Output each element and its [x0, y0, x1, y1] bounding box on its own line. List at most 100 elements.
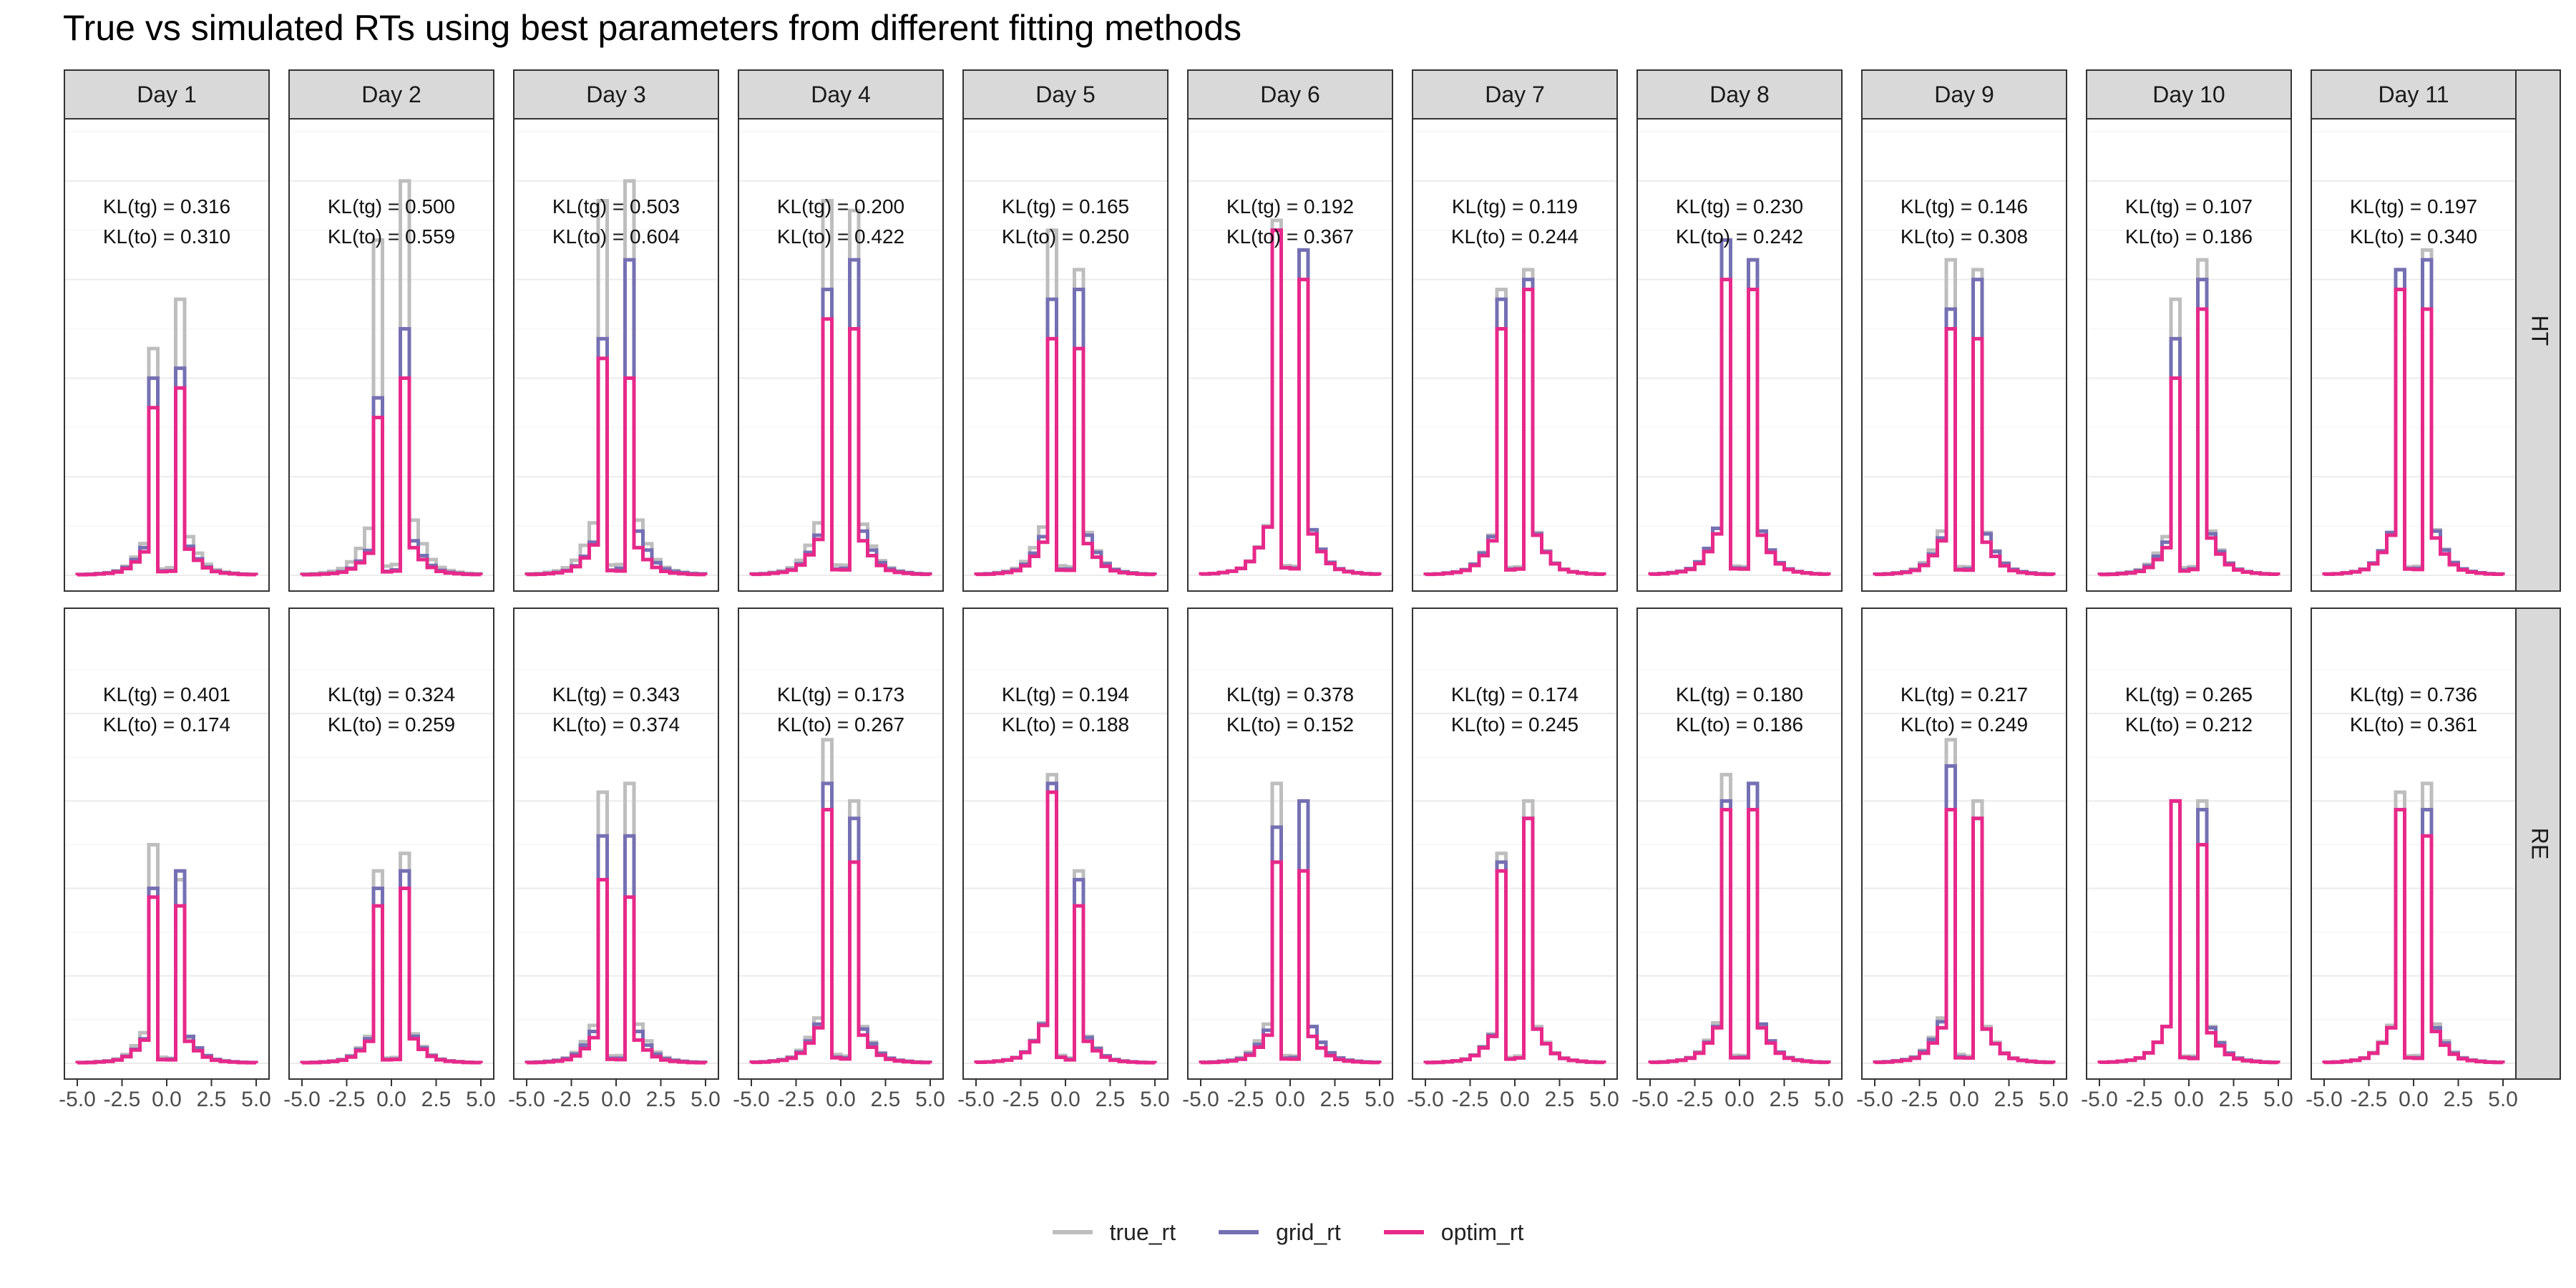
series-optim_rt-day-9-ht — [1873, 327, 2056, 577]
x-tick-label: -5.0 — [283, 1088, 321, 1111]
x-tick-label: 2.5 — [2444, 1088, 2474, 1111]
x-tick-label: -5.0 — [1182, 1088, 1219, 1111]
column-strip-day-1 — [64, 69, 270, 119]
column-strip-day-4 — [738, 69, 944, 119]
kl-tg-label: KL(tg) = 0.378 — [1226, 683, 1354, 706]
panel-border — [64, 118, 270, 592]
legend-item-true_rt: true_rt — [1052, 1219, 1176, 1246]
panel-background — [738, 608, 943, 1079]
x-tick-label: -2.5 — [1227, 1088, 1264, 1111]
kl-tg-label: KL(tg) = 0.192 — [1226, 195, 1354, 218]
panel-background — [1637, 608, 1842, 1079]
x-tick-label: -2.5 — [2351, 1088, 2388, 1111]
panel-background — [2087, 608, 2291, 1079]
series-optim_rt-day-3-ht — [525, 356, 708, 577]
x-tick-label: 5.0 — [2263, 1088, 2293, 1111]
kl-to-label: KL(to) = 0.422 — [777, 225, 904, 248]
panel-background — [2311, 119, 2516, 591]
legend: true_rt grid_rt optim_rt — [0, 1211, 2576, 1254]
x-tick-label: -2.5 — [1901, 1088, 1938, 1111]
kl-tg-label: KL(tg) = 0.343 — [552, 683, 680, 706]
kl-tg-label: KL(tg) = 0.173 — [777, 683, 904, 706]
kl-to-label: KL(to) = 0.374 — [552, 713, 680, 736]
legend-label: optim_rt — [1440, 1219, 1524, 1245]
series-optim_rt-day-4-ht — [749, 317, 932, 577]
column-strip-label: Day 2 — [361, 82, 421, 107]
row-strip-label: RE — [2527, 828, 2553, 859]
series-optim_rt-day-5-ht — [974, 336, 1157, 577]
panel-border — [513, 118, 719, 592]
x-tick-label: -2.5 — [328, 1088, 366, 1111]
kl-tg-label: KL(tg) = 0.146 — [1901, 195, 2028, 218]
panel-border — [288, 118, 494, 592]
series-optim_rt-day-1-ht — [75, 386, 258, 577]
series-optim_rt-day-7-re — [1423, 816, 1606, 1065]
kl-tg-label: KL(tg) = 0.265 — [2125, 683, 2253, 706]
x-tick-label: 2.5 — [1096, 1088, 1126, 1111]
x-tick-label: -5.0 — [508, 1088, 545, 1111]
x-tick-label: 2.5 — [1994, 1088, 2024, 1111]
legend-label: grid_rt — [1276, 1219, 1341, 1245]
x-tick-label: 0.0 — [376, 1088, 406, 1111]
panel-background — [1188, 119, 1392, 591]
x-tick-label: 5.0 — [2488, 1088, 2518, 1111]
column-strip-day-5 — [962, 69, 1169, 119]
kl-to-label: KL(to) = 0.367 — [1226, 225, 1354, 248]
panel-background — [1862, 119, 2067, 591]
x-tick-label: 5.0 — [241, 1088, 271, 1111]
x-tick-label: -2.5 — [1677, 1088, 1714, 1111]
x-tick-label: -2.5 — [1452, 1088, 1489, 1111]
panel-background — [1413, 119, 1617, 591]
panel-background — [1637, 119, 1842, 591]
x-tick-label: 0.0 — [601, 1088, 631, 1111]
column-strip-label: Day 10 — [2152, 82, 2225, 107]
panel-background — [1188, 608, 1392, 1079]
legend-item-optim_rt: optim_rt — [1383, 1219, 1524, 1246]
series-optim_rt-day-7-ht — [1423, 287, 1606, 577]
x-tick-label: -5.0 — [1856, 1088, 1893, 1111]
column-strip-label: Day 4 — [811, 82, 871, 107]
series-optim_rt-day-11-re — [2322, 808, 2505, 1065]
x-tick-label: 0.0 — [1050, 1088, 1080, 1111]
series-optim_rt-day-5-re — [974, 790, 1157, 1065]
x-tick-label: -5.0 — [1407, 1088, 1444, 1111]
kl-to-label: KL(to) = 0.340 — [2350, 225, 2477, 248]
x-tick-label: -2.5 — [778, 1088, 815, 1111]
x-tick-label: -2.5 — [2126, 1088, 2163, 1111]
panel-background — [64, 608, 269, 1079]
panel-border — [738, 118, 944, 592]
series-optim_rt-day-3-re — [525, 877, 708, 1065]
series-optim_rt-day-8-re — [1648, 808, 1831, 1065]
kl-tg-label: KL(tg) = 0.324 — [328, 683, 455, 706]
panel-border — [2086, 118, 2292, 592]
row-strip-label: HT — [2527, 316, 2553, 346]
kl-to-label: KL(to) = 0.308 — [1901, 225, 2028, 248]
legend-label: true_rt — [1109, 1219, 1176, 1245]
x-tick-label: 5.0 — [1814, 1088, 1844, 1111]
kl-to-label: KL(to) = 0.250 — [1002, 225, 1129, 248]
x-tick-label: 0.0 — [1500, 1088, 1530, 1111]
kl-tg-label: KL(tg) = 0.119 — [1452, 195, 1578, 218]
kl-tg-label: KL(tg) = 0.174 — [1451, 683, 1579, 706]
kl-tg-label: KL(tg) = 0.200 — [777, 195, 904, 218]
kl-to-label: KL(to) = 0.188 — [1002, 713, 1129, 736]
kl-tg-label: KL(tg) = 0.500 — [328, 195, 455, 218]
x-tick-label: 0.0 — [2174, 1088, 2204, 1111]
kl-to-label: KL(to) = 0.186 — [2125, 225, 2253, 248]
kl-to-label: KL(to) = 0.212 — [2125, 713, 2253, 736]
column-strip-label: Day 3 — [586, 82, 646, 107]
panel-border — [1636, 118, 1843, 592]
x-tick-label: 0.0 — [1275, 1088, 1305, 1111]
kl-to-label: KL(to) = 0.174 — [103, 713, 230, 736]
x-tick-label: 5.0 — [691, 1088, 721, 1111]
x-tick-label: 2.5 — [871, 1088, 901, 1111]
kl-tg-label: KL(tg) = 0.230 — [1676, 195, 1803, 218]
x-tick-label: -2.5 — [1002, 1088, 1040, 1111]
chart-title: True vs simulated RTs using best paramet… — [63, 8, 1242, 48]
x-tick-label: 0.0 — [2399, 1088, 2429, 1111]
x-tick-label: 0.0 — [1724, 1088, 1755, 1111]
kl-to-label: KL(to) = 0.244 — [1451, 225, 1579, 248]
column-strip-label: Day 7 — [1485, 82, 1545, 107]
kl-tg-label: KL(tg) = 0.316 — [103, 195, 230, 218]
